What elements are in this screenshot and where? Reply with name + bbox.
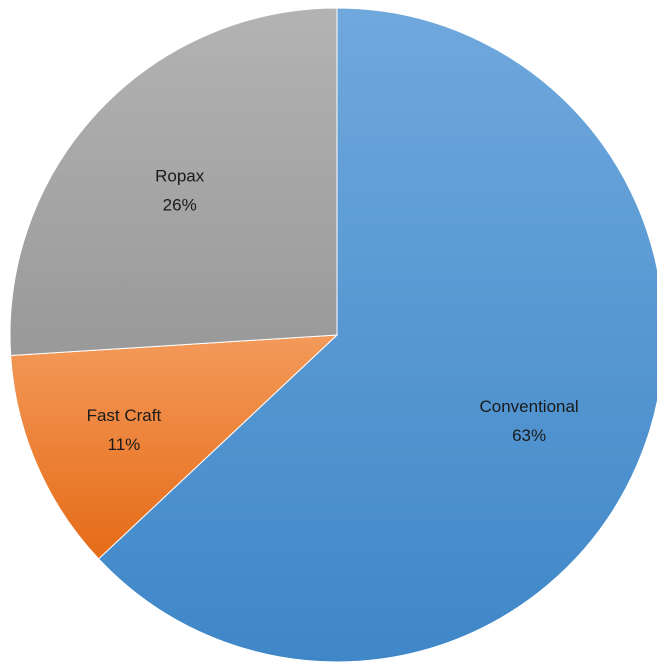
pie-slice-conventional: [97, 7, 657, 663]
slice-value-label: 11%: [108, 435, 141, 454]
slice-value-label: 63%: [512, 426, 546, 445]
pie-slices: [9, 7, 657, 663]
slice-category-label: Conventional: [479, 397, 578, 416]
pie-slice-fast-craft: [10, 334, 339, 560]
slice-category-label: Fast Craft: [87, 406, 162, 425]
pie-slice-ropax: [9, 7, 338, 357]
pie-labels: Conventional 63% Fast Craft 11% Ropax 26%: [87, 166, 579, 454]
slice-category-label: Ropax: [155, 166, 205, 185]
slice-value-label: 26%: [163, 195, 197, 214]
